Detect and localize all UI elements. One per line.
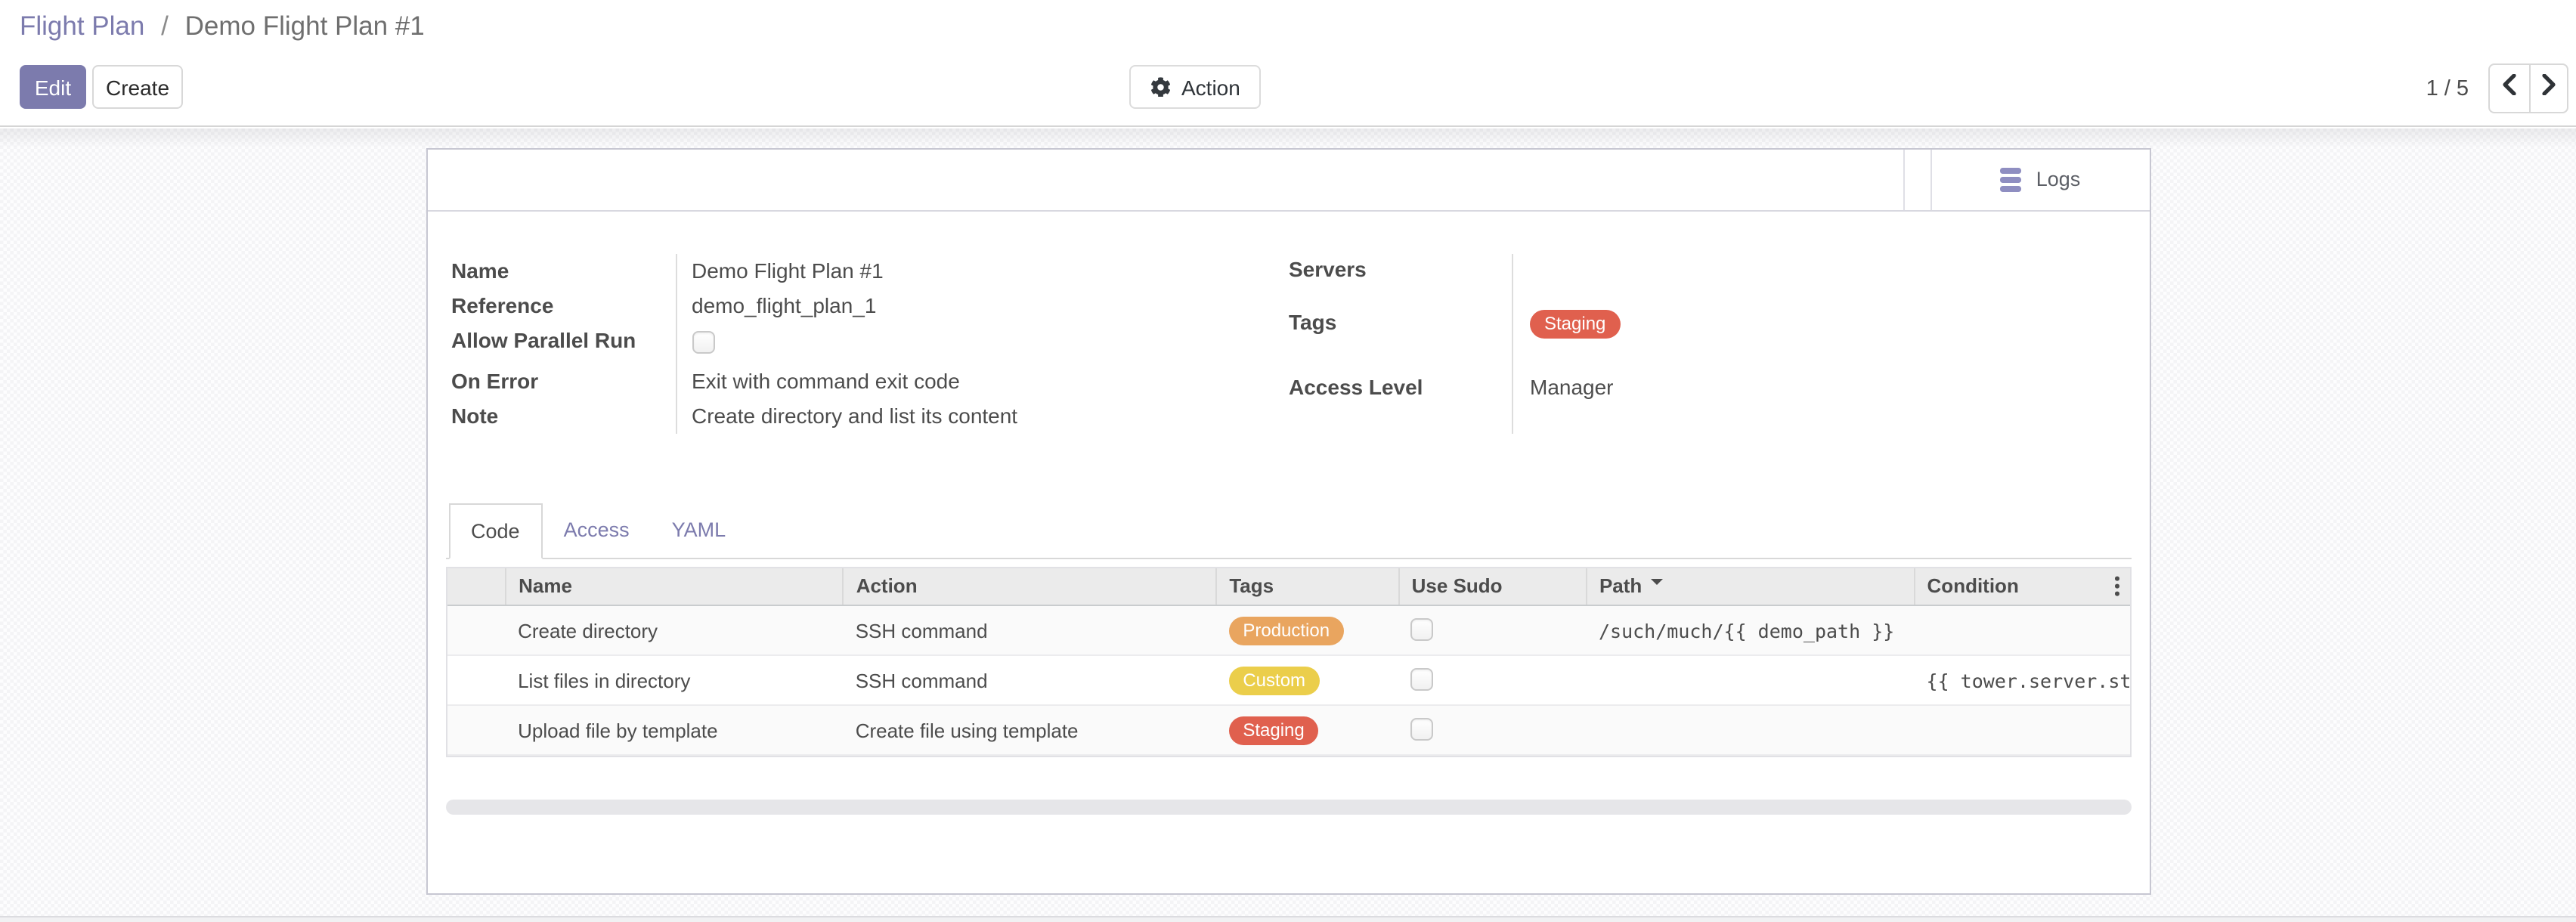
column-header-name[interactable]: Name [506, 568, 844, 606]
pager-counter: 1 / 5 [2426, 76, 2469, 101]
column-header-handle [447, 568, 507, 606]
allow-parallel-run-checkbox [692, 331, 714, 354]
field-row-name: Name Demo Flight Plan #1 [451, 253, 1289, 288]
cell-name: Upload file by template [506, 705, 844, 756]
field-label-tags: Tags [1289, 307, 1513, 370]
column-header-use-sudo[interactable]: Use Sudo [1398, 568, 1587, 606]
column-header-action[interactable]: Action [843, 568, 1218, 606]
field-value-access-level: Manager [1530, 375, 1614, 400]
field-row-on-error: On Error Exit with command exit code [451, 364, 1289, 398]
button-box-divider [1903, 150, 1904, 209]
row-handle-cell [447, 705, 506, 756]
column-header-path[interactable]: Path [1586, 568, 1915, 606]
logs-button[interactable]: Logs [1930, 150, 2149, 209]
row-handle-cell [447, 655, 506, 706]
field-row-access-level: Access Level Manager [1289, 369, 1620, 433]
gear-icon [1150, 76, 1171, 97]
cell-path [1586, 655, 1915, 706]
field-value-on-error: Exit with command exit code [692, 369, 960, 393]
field-value-note: Create directory and list its content [692, 404, 1018, 428]
cell-action: Create file using template [843, 705, 1217, 756]
chevron-left-icon [2502, 73, 2517, 103]
breadcrumb-separator: / [161, 11, 169, 41]
cell-name: Create directory [506, 605, 844, 656]
field-label-note: Note [451, 398, 677, 433]
field-row-allow-parallel-run: Allow Parallel Run [451, 323, 1289, 364]
field-label-reference: Reference [451, 288, 677, 323]
action-button-label: Action [1181, 75, 1240, 99]
form-group-right: Servers Tags Staging Access Level Manage… [1289, 253, 1621, 433]
pager: 1 / 5 [2426, 63, 2568, 113]
tab-access[interactable]: Access [563, 518, 630, 540]
breadcrumb: Flight Plan / Demo Flight Plan #1 [20, 11, 425, 42]
field-row-note: Note Create directory and list its conte… [451, 398, 1289, 433]
tag-pill-production: Production [1228, 616, 1345, 645]
logs-button-label: Logs [2036, 168, 2081, 191]
field-value-name: Demo Flight Plan #1 [692, 258, 884, 283]
field-label-allow-parallel-run: Allow Parallel Run [451, 323, 677, 364]
control-panel: Flight Plan / Demo Flight Plan #1 Edit C… [0, 0, 2576, 126]
field-row-reference: Reference demo_flight_plan_1 [451, 288, 1289, 323]
cell-condition [1914, 605, 2129, 656]
form-group-left: Name Demo Flight Plan #1 Reference demo_… [451, 253, 1289, 433]
tag-pill-custom: Custom [1228, 666, 1321, 695]
record-card: Logs Name Demo Flight Plan #1 Reference … [426, 148, 2150, 894]
notebook-tabs: Code Access YAML [445, 503, 2131, 558]
cell-action: SSH command [843, 655, 1217, 706]
tab-yaml[interactable]: YAML [671, 518, 726, 540]
field-value-servers [1512, 253, 1620, 308]
commands-table: Name Action Tags Use Sudo Path Condition [445, 566, 2131, 757]
content-area: Logs Name Demo Flight Plan #1 Reference … [0, 128, 2576, 922]
table-row-create-directory[interactable]: Create directory SSH command Production … [447, 605, 2129, 656]
breadcrumb-record-name: Demo Flight Plan #1 [184, 11, 425, 41]
cell-path: /such/much/{{ demo_path }} [1586, 605, 1915, 656]
table-row-list-files[interactable]: List files in directory SSH command Cust… [447, 655, 2129, 706]
cell-action: SSH command [843, 605, 1217, 656]
cell-condition [1914, 705, 2129, 756]
table-row-upload-file[interactable]: Upload file by template Create file usin… [447, 705, 2129, 756]
edit-button[interactable]: Edit [20, 65, 86, 109]
field-label-name: Name [451, 253, 677, 288]
create-button[interactable]: Create [92, 65, 183, 109]
chevron-right-icon [2541, 73, 2556, 103]
form-fields: Name Demo Flight Plan #1 Reference demo_… [451, 253, 2131, 433]
cell-path [1586, 705, 1915, 756]
field-label-access-level: Access Level [1289, 369, 1513, 433]
field-label-on-error: On Error [451, 364, 677, 398]
pager-previous-button[interactable] [2488, 63, 2528, 113]
row-handle-cell [447, 605, 506, 656]
cell-condition: {{ tower.server.sta [1914, 655, 2129, 706]
field-value-reference: demo_flight_plan_1 [692, 293, 877, 317]
column-header-tags[interactable]: Tags [1216, 568, 1400, 606]
field-row-servers: Servers [1289, 253, 1620, 308]
card-header: Logs [427, 150, 2149, 211]
pager-next-button[interactable] [2528, 63, 2568, 113]
optional-columns-icon[interactable] [2114, 576, 2119, 596]
use-sudo-checkbox [1410, 668, 1434, 691]
cell-name: List files in directory [506, 655, 844, 706]
action-button[interactable]: Action [1129, 65, 1262, 109]
use-sudo-checkbox [1410, 718, 1434, 741]
field-row-tags: Tags Staging [1289, 307, 1621, 370]
sort-desc-icon [1651, 579, 1664, 592]
table-header-row: Name Action Tags Use Sudo Path Condition [447, 568, 2129, 606]
form-sheet: Name Demo Flight Plan #1 Reference demo_… [427, 253, 2149, 814]
use-sudo-checkbox [1410, 618, 1434, 641]
bottom-edge-strip [0, 916, 2576, 922]
tag-pill-staging-row: Staging [1228, 716, 1319, 744]
breadcrumb-section-link[interactable]: Flight Plan [20, 11, 145, 41]
tab-code[interactable]: Code [448, 503, 543, 558]
horizontal-scrollbar[interactable] [445, 800, 2131, 814]
list-lines-icon [1999, 168, 2021, 191]
tag-pill-staging: Staging [1530, 310, 1621, 339]
field-label-servers: Servers [1289, 253, 1513, 308]
column-header-condition[interactable]: Condition [1914, 568, 2129, 606]
